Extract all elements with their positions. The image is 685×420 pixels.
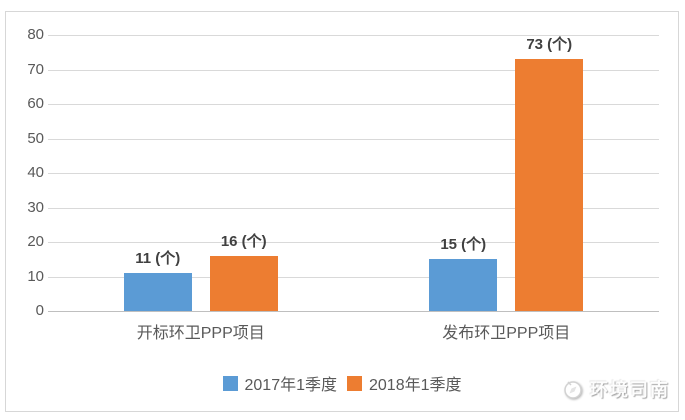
legend-swatch-icon: [347, 375, 362, 391]
category-label: 发布环卫PPP项目: [442, 325, 571, 342]
watermark: 环境司南: [561, 376, 670, 402]
y-tick-label: 30: [27, 198, 44, 216]
bar-2018年1季度-开标环卫PPP项目: [209, 255, 278, 311]
watermark-text: 环境司南: [590, 380, 670, 400]
legend-item: 2017年1季度: [222, 371, 338, 395]
legend-item: 2018年1季度: [347, 371, 462, 395]
data-label: 15 (个): [440, 236, 487, 254]
gridline: [48, 207, 659, 209]
legend-label: 2017年1季度: [244, 377, 338, 394]
x-axis-line: [48, 311, 659, 312]
y-tick-label: 0: [35, 302, 44, 319]
y-tick-label: 20: [27, 233, 44, 250]
y-tick-label: 70: [27, 60, 44, 78]
gridline: [48, 242, 659, 243]
bar-2017年1季度-开标环卫PPP项目: [123, 273, 192, 311]
data-label: 16 (个): [220, 232, 267, 250]
legend-label: 2018年1季度: [369, 377, 462, 394]
gridline: [48, 138, 659, 140]
y-tick-label: 80: [27, 26, 44, 43]
bar-2017年1季度-发布环卫PPP项目: [429, 259, 498, 311]
gridline: [48, 69, 659, 71]
y-tick-label: 40: [27, 164, 44, 181]
category-label: 开标环卫PPP项目: [136, 325, 265, 342]
data-label: 73 (个): [526, 36, 573, 54]
bar-2018年1季度-发布环卫PPP项目: [515, 59, 584, 311]
gridline: [48, 104, 659, 105]
gridline: [48, 35, 659, 36]
compass-icon: [564, 381, 582, 399]
legend-swatch-icon: [222, 375, 238, 391]
legend: 2017年1季度 2018年1季度: [6, 371, 678, 395]
chart-frame: 0 10 20 30 40 50 60 70 80 11 (个) 16 (个) 15 (个) 73 (…: [5, 11, 679, 412]
gridline: [48, 173, 659, 174]
y-tick-label: 10: [27, 267, 44, 285]
y-tick-label: 50: [27, 129, 44, 147]
data-label: 11 (个): [135, 250, 181, 268]
y-tick-label: 60: [27, 95, 44, 112]
gridline: [48, 276, 659, 278]
